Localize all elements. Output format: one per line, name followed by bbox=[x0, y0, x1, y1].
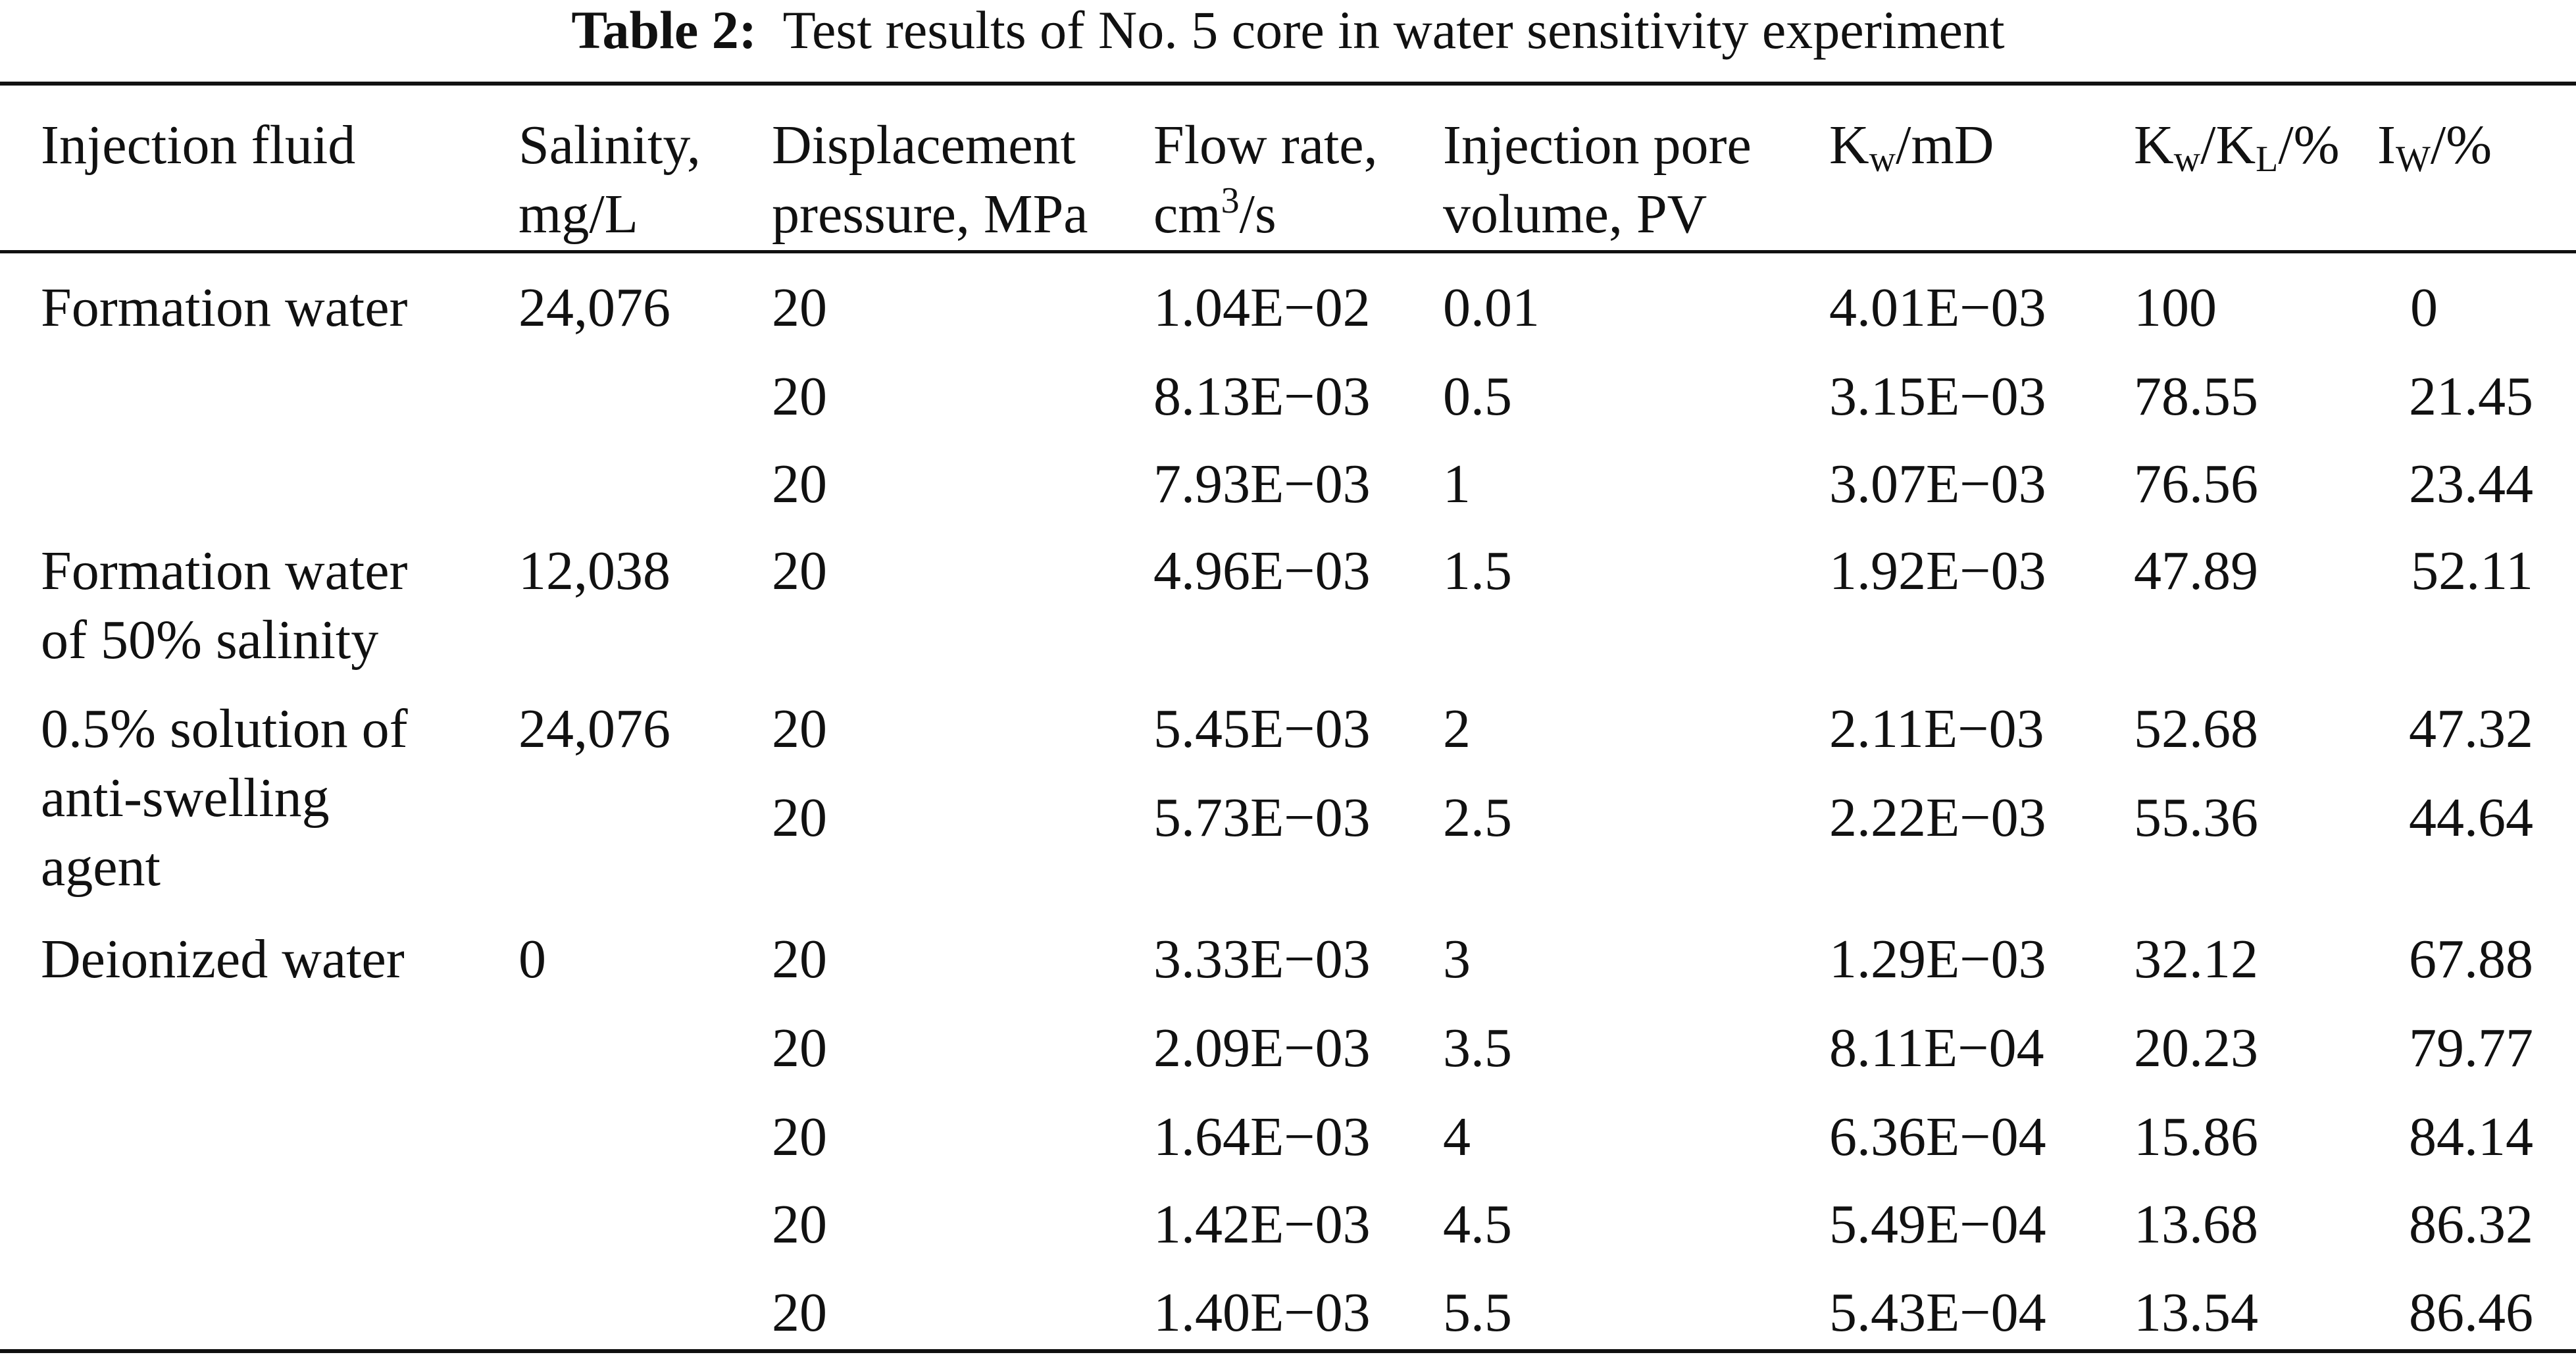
table-cell-flow: 8.13E−03 bbox=[1153, 366, 1371, 427]
table-cell-iw: 86.32 bbox=[2409, 1194, 2533, 1255]
table-cell-pv: 1 bbox=[1443, 453, 1471, 515]
header-rule bbox=[0, 250, 2576, 253]
table-cell-pressure: 20 bbox=[772, 1106, 827, 1167]
header-injection-pore-volume: Injection pore volume, PV bbox=[1443, 115, 1752, 245]
table-cell-kw: 5.43E−04 bbox=[1829, 1282, 2046, 1343]
table-cell-pressure: 20 bbox=[772, 1194, 827, 1255]
table-cell-flow: 4.96E−03 bbox=[1153, 540, 1371, 602]
table-cell-pv: 2.5 bbox=[1443, 787, 1512, 848]
group-salinity-deionized-water: 0 bbox=[518, 929, 546, 990]
table-cell-flow: 5.73E−03 bbox=[1153, 787, 1371, 848]
group-salinity-formation-water-50pct: 12,038 bbox=[518, 540, 670, 602]
table-cell-flow: 7.93E−03 bbox=[1153, 453, 1371, 515]
table-cell-pressure: 20 bbox=[772, 698, 827, 759]
table-cell-ratio: 52.68 bbox=[2134, 698, 2258, 759]
table-cell-kw: 8.11E−04 bbox=[1829, 1017, 2044, 1079]
table-cell-flow: 2.09E−03 bbox=[1153, 1017, 1371, 1079]
header-kw-kl-ratio: Kw/KL/% bbox=[2134, 115, 2340, 180]
table-cell-iw: 44.64 bbox=[2409, 787, 2533, 848]
table-cell-pressure: 20 bbox=[772, 929, 827, 990]
group-fluid-anti-swelling-agent: 0.5% solution of anti-swelling agent bbox=[41, 698, 408, 898]
header-injection-fluid: Injection fluid bbox=[41, 115, 356, 176]
table-cell-iw: 86.46 bbox=[2409, 1282, 2533, 1343]
table-cell-iw: 79.77 bbox=[2409, 1017, 2533, 1079]
table-cell-flow: 1.04E−02 bbox=[1153, 277, 1371, 338]
table-cell-iw: 21.45 bbox=[2409, 366, 2533, 427]
table-cell-kw: 4.01E−03 bbox=[1829, 277, 2046, 338]
table-cell-pv: 3 bbox=[1443, 929, 1471, 990]
table-cell-ratio: 13.68 bbox=[2134, 1194, 2258, 1255]
table-cell-pv: 4 bbox=[1443, 1106, 1471, 1167]
table-cell-kw: 2.11E−03 bbox=[1829, 698, 2044, 759]
table-cell-ratio: 55.36 bbox=[2134, 787, 2258, 848]
header-kw: Kw/mD bbox=[1829, 115, 1994, 180]
table-cell-iw: 23.44 bbox=[2409, 453, 2533, 515]
table-caption: Table 2: Test results of No. 5 core in w… bbox=[0, 0, 2576, 72]
group-fluid-formation-water: Formation water bbox=[41, 277, 408, 338]
table-cell-kw: 2.22E−03 bbox=[1829, 787, 2046, 848]
table-cell-iw: 0 bbox=[2410, 277, 2438, 338]
table-cell-kw: 1.92E−03 bbox=[1829, 540, 2046, 602]
table-cell-flow: 1.42E−03 bbox=[1153, 1194, 1371, 1255]
table-cell-pressure: 20 bbox=[772, 366, 827, 427]
table-cell-pv: 1.5 bbox=[1443, 540, 1512, 602]
table-cell-kw: 6.36E−04 bbox=[1829, 1106, 2046, 1167]
table-cell-ratio: 100 bbox=[2134, 277, 2217, 338]
header-salinity: Salinity, mg/L bbox=[518, 115, 701, 245]
table-cell-pv: 2 bbox=[1443, 698, 1471, 759]
table-cell-ratio: 15.86 bbox=[2134, 1106, 2258, 1167]
table-cell-pressure: 20 bbox=[772, 453, 827, 515]
table-cell-flow: 1.64E−03 bbox=[1153, 1106, 1371, 1167]
table-cell-ratio: 78.55 bbox=[2134, 366, 2258, 427]
header-displacement-pressure: Displacement pressure, MPa bbox=[772, 115, 1088, 245]
table-cell-ratio: 13.54 bbox=[2134, 1282, 2258, 1343]
table-cell-pv: 4.5 bbox=[1443, 1194, 1512, 1255]
table-cell-iw: 67.88 bbox=[2409, 929, 2533, 990]
bottom-rule bbox=[0, 1349, 2576, 1353]
table-cell-kw: 3.15E−03 bbox=[1829, 366, 2046, 427]
table-cell-ratio: 76.56 bbox=[2134, 453, 2258, 515]
group-fluid-formation-water-50pct: Formation water of 50% salinity bbox=[41, 540, 408, 671]
table-cell-ratio: 32.12 bbox=[2134, 929, 2258, 990]
caption-label: Table 2: bbox=[571, 0, 757, 60]
header-iw: IW/% bbox=[2377, 115, 2492, 180]
table-cell-iw: 84.14 bbox=[2409, 1106, 2533, 1167]
header-flow-rate: Flow rate, cm3/s bbox=[1153, 115, 1378, 245]
table-cell-pressure: 20 bbox=[772, 1017, 827, 1079]
top-rule bbox=[0, 82, 2576, 86]
table-cell-kw: 1.29E−03 bbox=[1829, 929, 2046, 990]
table-cell-ratio: 20.23 bbox=[2134, 1017, 2258, 1079]
table-cell-pv: 0.01 bbox=[1443, 277, 1540, 338]
table-cell-pressure: 20 bbox=[772, 277, 827, 338]
caption-text: Test results of No. 5 core in water sens… bbox=[782, 0, 2005, 60]
group-salinity-formation-water: 24,076 bbox=[518, 277, 670, 338]
table-cell-pv: 5.5 bbox=[1443, 1282, 1512, 1343]
table-cell-pressure: 20 bbox=[772, 540, 827, 602]
table-cell-pv: 0.5 bbox=[1443, 366, 1512, 427]
table-cell-ratio: 47.89 bbox=[2134, 540, 2258, 602]
group-salinity-anti-swelling-agent: 24,076 bbox=[518, 698, 670, 759]
table-cell-iw: 47.32 bbox=[2409, 698, 2533, 759]
table-cell-kw: 5.49E−04 bbox=[1829, 1194, 2046, 1255]
table-cell-iw: 52.11 bbox=[2411, 540, 2533, 602]
group-fluid-deionized-water: Deionized water bbox=[41, 929, 405, 990]
table-cell-pressure: 20 bbox=[772, 787, 827, 848]
table-cell-pressure: 20 bbox=[772, 1282, 827, 1343]
table-cell-flow: 5.45E−03 bbox=[1153, 698, 1371, 759]
table-cell-flow: 1.40E−03 bbox=[1153, 1282, 1371, 1343]
table-cell-kw: 3.07E−03 bbox=[1829, 453, 2046, 515]
table-cell-pv: 3.5 bbox=[1443, 1017, 1512, 1079]
table-cell-flow: 3.33E−03 bbox=[1153, 929, 1371, 990]
